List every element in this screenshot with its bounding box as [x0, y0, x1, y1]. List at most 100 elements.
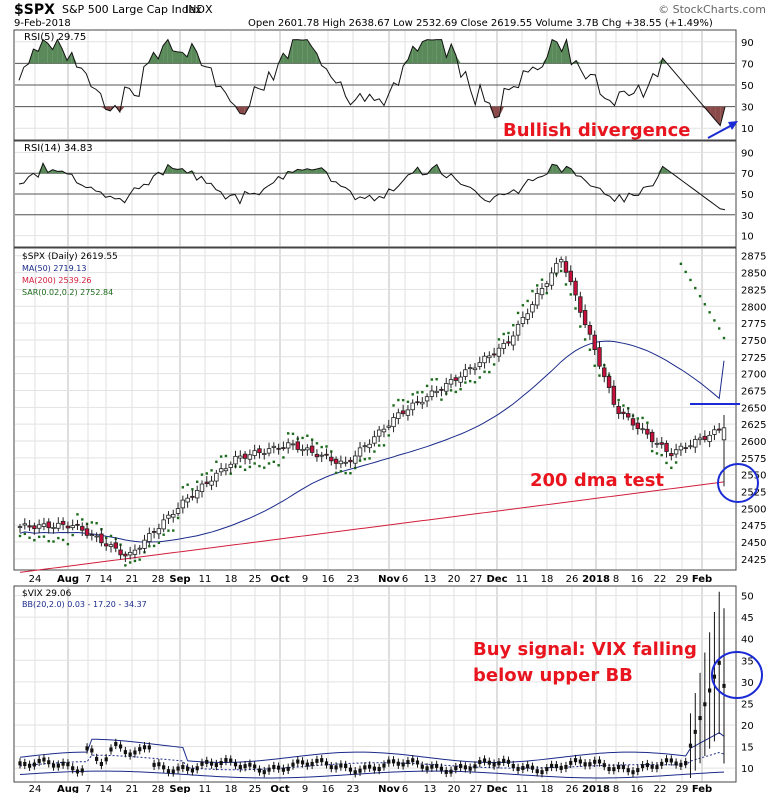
candle-body: [333, 458, 339, 464]
sar-dot: [200, 473, 204, 476]
candle-body: [84, 528, 90, 536]
sar-dot: [526, 299, 529, 303]
gridlines: [15, 31, 735, 781]
sar-dot: [330, 450, 333, 453]
exchange-label: INDX: [185, 3, 213, 16]
candle-body: [228, 463, 233, 468]
sar-dot: [540, 278, 544, 281]
vix-x-tick-label: Sep: [169, 784, 190, 793]
vix-x-tick-label: 22: [654, 784, 667, 793]
vix-bar-body: [593, 759, 597, 764]
candle-body: [530, 304, 535, 313]
candle-body: [185, 497, 190, 503]
sar-dot: [636, 417, 639, 420]
vix-bar-body: [205, 759, 209, 764]
vix-bar-body: [688, 743, 693, 748]
candle-body: [65, 525, 71, 529]
vix-bar-body: [396, 761, 400, 766]
rsi-overbought-fill: [446, 44, 452, 64]
sar-dot: [37, 535, 41, 539]
price-y-tick-label: 2850: [741, 269, 766, 280]
candle-body: [563, 261, 569, 273]
candle-body: [314, 453, 320, 458]
vix-bar-body: [717, 660, 721, 665]
candle-body: [602, 367, 607, 378]
price-y-tick-label: 2475: [741, 521, 766, 532]
rsi-overbought-fill: [172, 50, 178, 64]
sar-dot: [339, 470, 343, 473]
candle-body: [664, 442, 669, 452]
vix-bar-body: [190, 768, 195, 773]
vix-bar-body: [382, 763, 386, 768]
candle-body: [238, 455, 243, 459]
vix-bar-body: [597, 759, 602, 764]
candle-body: [132, 549, 138, 555]
candle-body: [396, 412, 401, 419]
vix-bar-body: [669, 758, 673, 763]
rsi-overbought-fill: [187, 43, 192, 64]
vix-x-tick-label: 18: [541, 784, 554, 793]
vix-x-tick-label: 11: [199, 784, 212, 793]
sar-dot: [57, 536, 60, 540]
candle-body: [285, 442, 291, 449]
price-x-tick-label: 13: [424, 574, 437, 585]
candle-body: [511, 335, 516, 346]
vix-bar-body: [61, 761, 65, 766]
sar-dot: [334, 471, 338, 475]
candle-body: [75, 523, 80, 526]
vix-bar-body: [506, 759, 511, 764]
candle-body: [372, 436, 377, 444]
candle-body: [175, 508, 181, 514]
vix-y-tick-label: 30: [741, 678, 754, 689]
vix-bar-body: [708, 688, 712, 693]
price-y-tick-label: 2650: [741, 403, 766, 414]
candle-body: [147, 533, 152, 542]
candle-body: [673, 449, 679, 455]
vix-bar-body: [277, 765, 281, 770]
candle-body: [271, 445, 277, 448]
candle-body: [343, 461, 348, 464]
bb-lower-line: [19, 770, 725, 779]
vix-bar-body: [233, 762, 238, 767]
rsi-overbought-fill: [422, 39, 428, 64]
vix-bar-body: [636, 768, 640, 773]
spx-legend: $SPX (Daily) 2619.55: [22, 252, 118, 262]
candle-body: [376, 429, 382, 437]
sar-dot: [195, 480, 199, 483]
price-x-tick-label: 2018: [582, 574, 610, 585]
ohlc-quote: Open 2601.78 High 2638.67 Low 2532.69 Cl…: [248, 18, 713, 29]
candle-body: [338, 460, 344, 465]
candle-body: [357, 447, 363, 457]
vix-y-tick-label: 15: [741, 743, 754, 754]
candle-body: [80, 526, 85, 531]
sar-dot: [272, 460, 276, 464]
candle-body: [721, 427, 727, 441]
candle-body: [362, 445, 368, 448]
vix-bar-body: [406, 760, 410, 765]
candle-body: [496, 347, 502, 357]
candle-body: [697, 437, 703, 441]
candle-body: [424, 396, 430, 402]
price-x-tick-label: 6: [402, 574, 408, 585]
vix-bar-body: [329, 765, 333, 770]
candle-body: [630, 418, 636, 426]
vix-bar-body: [162, 765, 166, 770]
vix-bar-body: [363, 765, 367, 770]
candle-body: [549, 272, 554, 286]
vix-bar-body: [564, 764, 568, 769]
candle-body: [501, 343, 506, 349]
sar-dot: [377, 444, 381, 447]
vix-x-tick-label: 9: [302, 784, 308, 793]
sar-dot: [454, 390, 458, 394]
sar-dot: [478, 376, 481, 379]
price-y-tick-label: 2575: [741, 454, 766, 465]
sar-dot: [464, 381, 467, 384]
candle-body: [587, 325, 593, 335]
candle-body: [525, 313, 530, 320]
price-x-tick-label: 25: [249, 574, 262, 585]
candle-body: [247, 454, 253, 460]
candle-body: [262, 453, 267, 455]
vix-bar-body: [487, 760, 491, 765]
rsi-line: [18, 161, 726, 211]
